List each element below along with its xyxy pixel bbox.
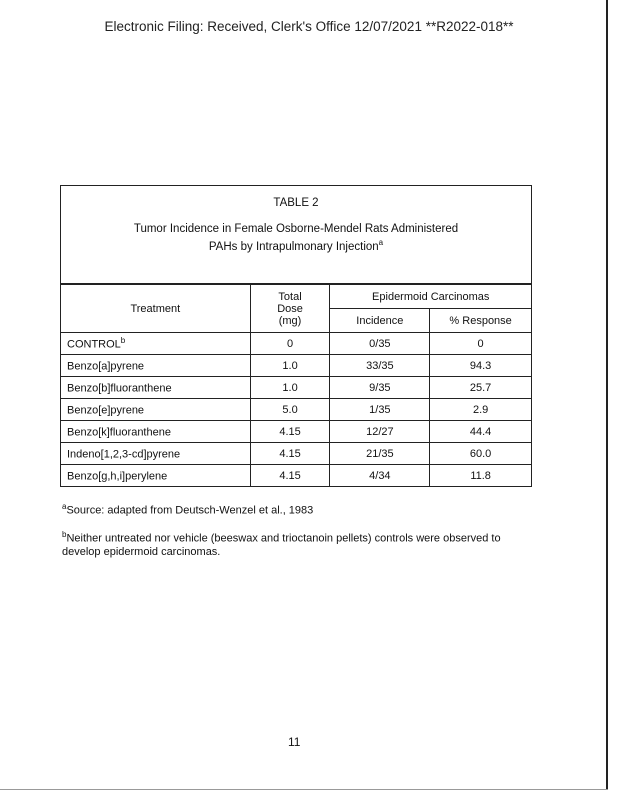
cell-response: 0 <box>429 332 532 355</box>
footnote-a: aSource: adapted from Deutsch-Wenzel et … <box>62 502 314 517</box>
table-row: Benzo[b]fluoranthene 1.0 9/35 25.7 <box>60 376 532 399</box>
cell-treatment: Indeno[1,2,3-cd]pyrene <box>60 442 251 465</box>
cell-incidence: 1/35 <box>329 398 431 421</box>
col-header-response: % Response <box>429 308 532 333</box>
cell-incidence: 9/35 <box>329 376 431 399</box>
col-header-group: Epidermoid Carcinomas <box>329 284 532 309</box>
cell-response: 44.4 <box>429 420 532 443</box>
cell-incidence: 12/27 <box>329 420 431 443</box>
cell-incidence: 33/35 <box>329 354 431 377</box>
table-row: Benzo[e]pyrene 5.0 1/35 2.9 <box>60 398 532 421</box>
filing-header: Electronic Filing: Received, Clerk's Off… <box>104 19 514 34</box>
cell-treatment: Benzo[b]fluoranthene <box>60 376 251 399</box>
table-title-box: TABLE 2 Tumor Incidence in Female Osborn… <box>60 185 532 284</box>
cell-treatment: Benzo[g,h,i]perylene <box>60 464 251 487</box>
cell-dose: 5.0 <box>249 398 331 421</box>
data-table: Treatment Total Dose (mg) Epidermoid Car… <box>60 284 532 487</box>
cell-dose: 4.15 <box>249 442 331 465</box>
col-header-incidence: Incidence <box>329 308 431 333</box>
cell-response: 94.3 <box>429 354 532 377</box>
table-row: CONTROLb 0 0/35 0 <box>60 332 532 355</box>
scan-edge <box>606 0 608 790</box>
cell-response: 25.7 <box>429 376 532 399</box>
cell-response: 2.9 <box>429 398 532 421</box>
scan-edge <box>0 789 608 790</box>
page-number: 11 <box>288 735 301 749</box>
cell-dose: 1.0 <box>249 376 331 399</box>
cell-treatment: Benzo[e]pyrene <box>60 398 251 421</box>
cell-incidence: 4/34 <box>329 464 431 487</box>
table-row: Benzo[g,h,i]perylene 4.15 4/34 11.8 <box>60 464 532 487</box>
cell-response: 11.8 <box>429 464 532 487</box>
cell-treatment: CONTROLb <box>60 332 251 355</box>
table-row: Benzo[a]pyrene 1.0 33/35 94.3 <box>60 354 532 377</box>
cell-response: 60.0 <box>429 442 532 465</box>
cell-incidence: 0/35 <box>329 332 431 355</box>
cell-dose: 1.0 <box>249 354 331 377</box>
col-header-treatment: Treatment <box>60 284 251 333</box>
footnote-b: bNeither untreated nor vehicle (beeswax … <box>62 530 501 558</box>
cell-dose: 4.15 <box>249 420 331 443</box>
table-title: Tumor Incidence in Female Osborne-Mendel… <box>133 223 459 253</box>
cell-treatment: Benzo[a]pyrene <box>60 354 251 377</box>
cell-dose: 4.15 <box>249 464 331 487</box>
col-header-dose: Total Dose (mg) <box>249 284 331 333</box>
cell-treatment: Benzo[k]fluoranthene <box>60 420 251 443</box>
cell-incidence: 21/35 <box>329 442 431 465</box>
table-row: Benzo[k]fluoranthene 4.15 12/27 44.4 <box>60 420 532 443</box>
table-label: TABLE 2 <box>273 197 319 209</box>
table-row: Indeno[1,2,3-cd]pyrene 4.15 21/35 60.0 <box>60 442 532 465</box>
cell-dose: 0 <box>249 332 331 355</box>
